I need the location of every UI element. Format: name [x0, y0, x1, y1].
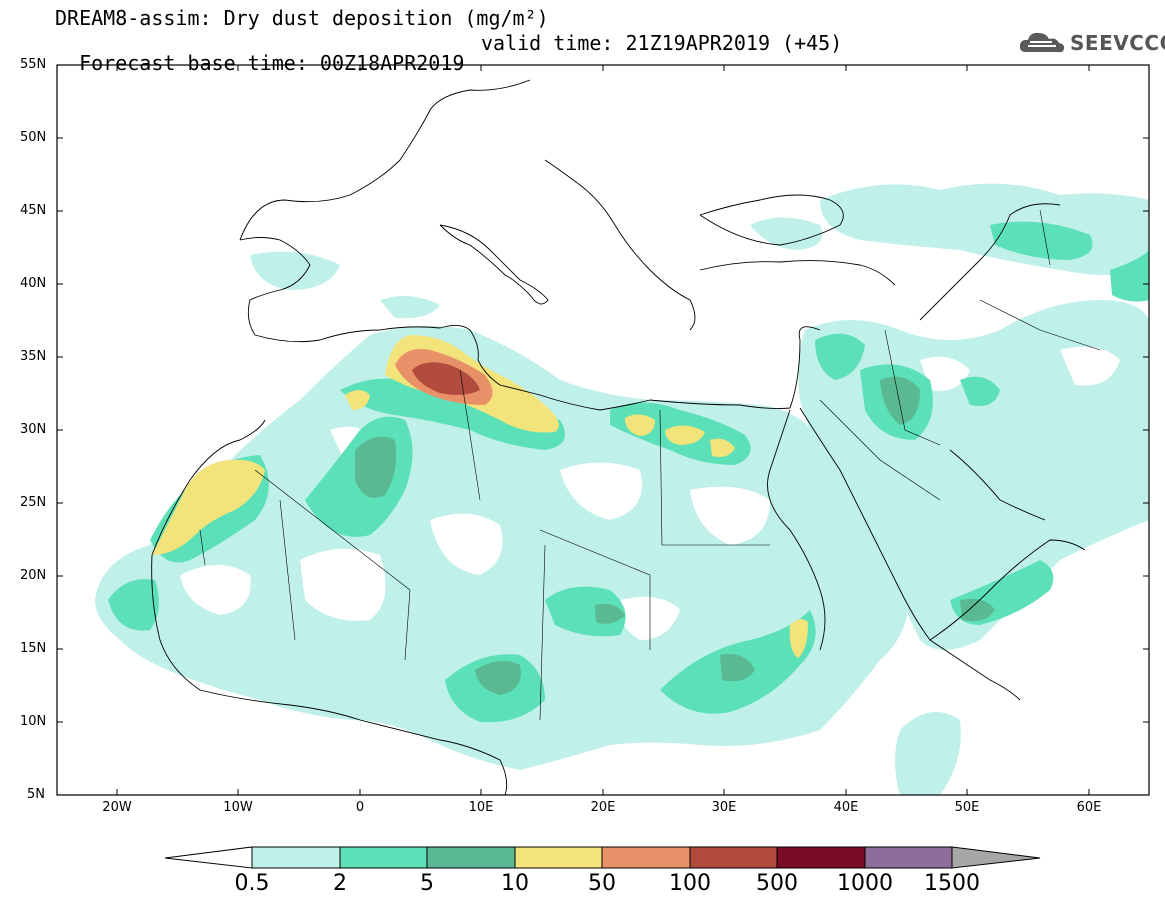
y-tick-label: 45N — [20, 203, 47, 218]
forecast-time-line: Forecast base time: 00Z18APR2019 valid t… — [55, 33, 842, 93]
colorbar — [164, 846, 1041, 869]
colorbar-bin-8 — [864, 846, 953, 869]
x-tick-label: 20E — [590, 800, 616, 815]
y-tick-label: 20N — [20, 568, 47, 583]
x-tick-label: 30E — [711, 800, 737, 815]
x-tick-label: 40E — [833, 800, 859, 815]
x-tick-label: 20W — [102, 800, 132, 815]
colorbar-label: 2 — [333, 871, 347, 896]
x-tick-label: 60E — [1076, 800, 1102, 815]
colorbar-bin-1 — [251, 846, 341, 869]
deposition-field — [95, 183, 1149, 795]
y-tick-label: 5N — [27, 787, 45, 802]
colorbar-label: 50 — [588, 871, 616, 896]
y-tick-label: 30N — [20, 422, 47, 437]
y-tick-label: 55N — [20, 57, 47, 72]
country-borders — [199, 209, 1101, 721]
colorbar-bin-2 — [339, 846, 428, 869]
colorbar-bin-3 — [426, 846, 516, 869]
colorbar-label: 500 — [756, 871, 798, 896]
colorbar-label: 0.5 — [234, 871, 270, 896]
y-tick-label: 10N — [20, 714, 47, 729]
colorbar-label: 10 — [501, 871, 529, 896]
colorbar-label: 5 — [420, 871, 434, 896]
colorbar-label: 1500 — [924, 871, 980, 896]
coastlines — [151, 79, 1086, 795]
base-time-label: Forecast base time: 00Z18APR2019 — [79, 51, 465, 75]
map-title: DREAM8-assim: Dry dust deposition (mg/m²… — [55, 6, 549, 30]
x-tick-label: 50E — [954, 800, 980, 815]
y-tick-label: 15N — [20, 641, 47, 656]
x-tick-label: 10W — [223, 800, 253, 815]
seevccc-logo: SEEVCCC — [1018, 28, 1165, 58]
y-tick-label: 25N — [20, 495, 47, 510]
colorbar-bin-7 — [776, 846, 866, 869]
y-tick-label: 40N — [20, 276, 47, 291]
y-tick-label: 50N — [20, 130, 47, 145]
x-tick-label: 0 — [355, 800, 365, 815]
x-tick-label: 10E — [468, 800, 494, 815]
logo-text: SEEVCCC — [1070, 31, 1165, 55]
colorbar-bin-4 — [514, 846, 603, 869]
valid-time-label: valid time: 21Z19APR2019 (+45) — [481, 31, 843, 55]
colorbar-bin-5 — [601, 846, 691, 869]
colorbar-label: 100 — [669, 871, 711, 896]
colorbar-bin-6 — [689, 846, 778, 869]
y-tick-label: 35N — [20, 349, 47, 364]
colorbar-label: 1000 — [837, 871, 893, 896]
colorbar-bin-above — [951, 846, 1041, 869]
cloud-icon — [1019, 32, 1065, 53]
tick-marks — [57, 64, 1149, 795]
colorbar-bin-below — [164, 846, 253, 869]
